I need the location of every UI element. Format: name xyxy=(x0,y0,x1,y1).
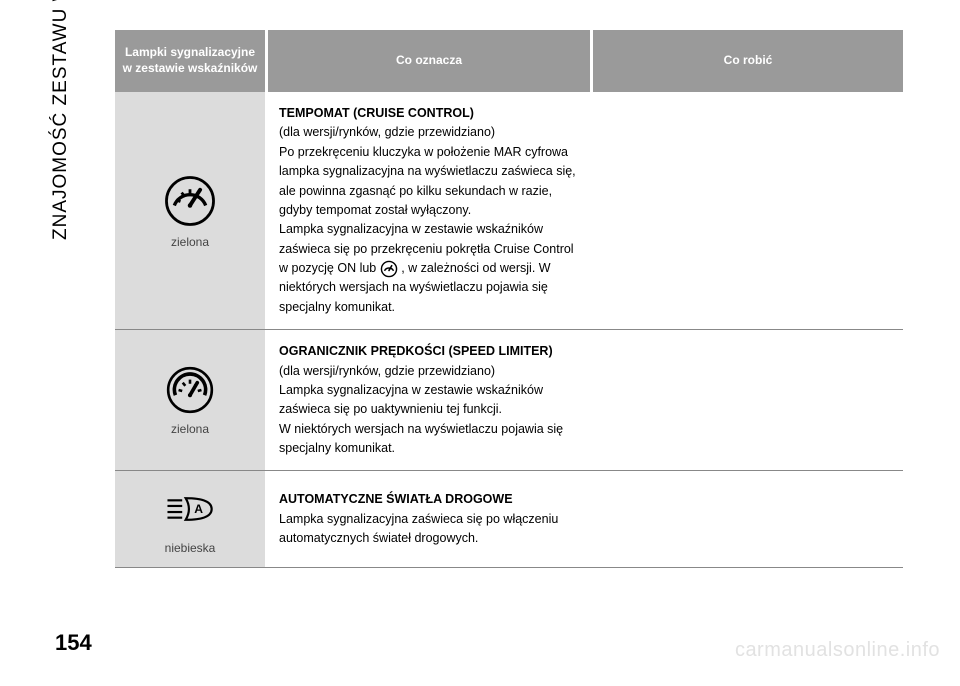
cruise-control-icon xyxy=(162,173,218,229)
row-body: (dla wersji/rynków, gdzie przewidziano) xyxy=(279,362,579,381)
row-body: Lampka sygnalizacyjna zaświeca się po wł… xyxy=(279,510,579,549)
row-body: (dla wersji/rynków, gdzie przewidziano) xyxy=(279,123,579,142)
table-row: zielona OGRANICZNIK PRĘDKOŚCI (SPEED LIM… xyxy=(115,330,903,471)
header-col-lamps: Lampki sygnalizacyjne w zestawie wskaźni… xyxy=(115,30,265,92)
row-title: TEMPOMAT (CRUISE CONTROL) xyxy=(279,104,579,123)
row-body: Lampka sygnalizacyjna w zestawie wskaźni… xyxy=(279,381,579,420)
table-row: zielona TEMPOMAT (CRUISE CONTROL) (dla w… xyxy=(115,92,903,330)
meaning-cell: OGRANICZNIK PRĘDKOŚCI (SPEED LIMITER) (d… xyxy=(265,330,593,470)
row-title: OGRANICZNIK PRĘDKOŚCI (SPEED LIMITER) xyxy=(279,342,579,361)
icon-cell: zielona xyxy=(115,92,265,329)
inline-cruise-icon xyxy=(380,260,398,278)
action-cell xyxy=(593,471,903,567)
action-cell xyxy=(593,92,903,329)
icon-cell: A niebieska xyxy=(115,471,265,567)
header-col-action: Co robić xyxy=(593,30,903,92)
table-row: A niebieska AUTOMATYCZNE ŚWIATŁA DROGOWE… xyxy=(115,471,903,568)
manual-page: ZNAJOMOŚĆ ZESTAWU WSKAŹNIKÓW Lampki sygn… xyxy=(0,0,960,686)
header-col-meaning: Co oznacza xyxy=(268,30,590,92)
row-body: W niektórych wersjach na wyświetlaczu po… xyxy=(279,420,579,459)
meaning-cell: TEMPOMAT (CRUISE CONTROL) (dla wersji/ry… xyxy=(265,92,593,329)
icon-color-label: zielona xyxy=(171,422,209,436)
indicator-table: Lampki sygnalizacyjne w zestawie wskaźni… xyxy=(115,30,903,568)
row-body: Po przekręceniu kluczyka w położenie MAR… xyxy=(279,143,579,221)
svg-text:A: A xyxy=(194,502,203,516)
icon-cell: zielona xyxy=(115,330,265,470)
icon-color-label: zielona xyxy=(171,235,209,249)
meaning-cell: AUTOMATYCZNE ŚWIATŁA DROGOWE Lampka sygn… xyxy=(265,471,593,567)
row-body: Lampka sygnalizacyjna w zestawie wskaźni… xyxy=(279,220,579,317)
auto-highbeam-icon: A xyxy=(164,483,216,535)
table-header-row: Lampki sygnalizacyjne w zestawie wskaźni… xyxy=(115,30,903,92)
page-number: 154 xyxy=(55,630,92,656)
section-title-vertical: ZNAJOMOŚĆ ZESTAWU WSKAŹNIKÓW xyxy=(50,0,72,240)
icon-color-label: niebieska xyxy=(165,541,216,555)
speed-limiter-icon xyxy=(164,364,216,416)
action-cell xyxy=(593,330,903,470)
row-title: AUTOMATYCZNE ŚWIATŁA DROGOWE xyxy=(279,490,579,509)
watermark: carmanualsonline.info xyxy=(735,639,940,662)
